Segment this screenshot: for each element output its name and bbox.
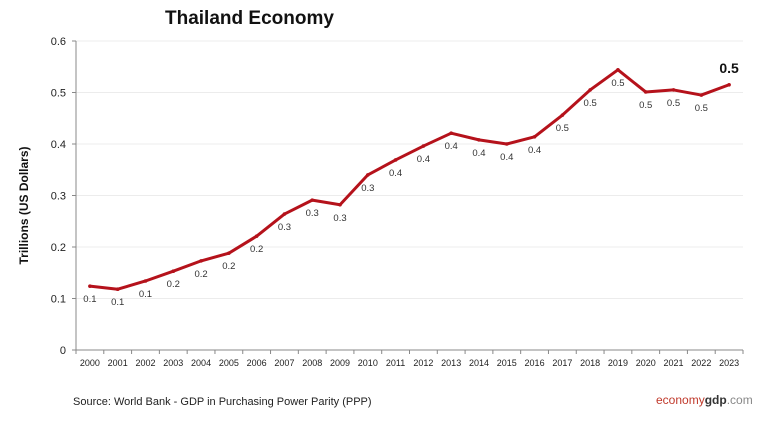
data-label: 0.1 [83,294,96,305]
data-point [532,134,537,139]
data-point [699,93,704,97]
source-note: Source: World Bank - GDP in Purchasing P… [73,396,372,408]
data-label: 0.2 [222,261,235,272]
data-label: 0.2 [194,269,207,280]
x-tick-label: 2020 [636,358,656,368]
x-tick-label: 2016 [525,358,545,368]
data-label: 0.4 [445,141,458,152]
x-tick-label: 2013 [441,358,461,368]
data-label: 0.5 [667,98,680,109]
x-tick-label: 2007 [274,358,294,368]
series-line [89,68,730,291]
chart-title: Thailand Economy [165,8,334,29]
data-label: 0.5 [556,123,569,134]
x-tick-label: 2001 [108,358,128,368]
data-point [88,284,92,288]
y-tick-label: 0.5 [51,88,66,100]
economygdp-logo: economygdp.com [656,393,753,407]
logo-text-economy: economy [656,393,705,407]
data-point [171,269,176,274]
data-label: 0.4 [500,152,513,163]
x-tick-label: 2004 [191,358,211,368]
y-tick-label: 0.2 [51,242,66,254]
data-label: 0.4 [417,154,430,165]
data-point [421,144,426,148]
x-tick-label: 2010 [358,358,378,368]
data-point [671,88,676,92]
data-point [115,287,120,292]
data-point [227,251,231,255]
data-label: 0.4 [528,145,541,156]
x-tick-label: 2015 [497,358,517,368]
data-label: 0.1 [111,297,124,308]
data-label: 0.5 [611,78,624,89]
y-tick-label: 0.1 [51,294,66,306]
data-point [588,88,592,92]
data-label: 0.5 [719,60,739,76]
x-tick-label: 2022 [691,358,711,368]
y-tick-label: 0 [60,345,66,357]
x-tick-label: 2000 [80,358,100,368]
data-point [282,212,287,216]
data-label: 0.3 [278,222,291,233]
y-tick-label: 0.4 [51,139,66,151]
data-label: 0.1 [139,289,152,300]
x-tick-label: 2014 [469,358,489,368]
x-tick-label: 2003 [163,358,183,368]
x-tick-label: 2012 [413,358,433,368]
x-tick-label: 2018 [580,358,600,368]
data-point [449,131,453,135]
data-point [560,113,565,117]
x-tick-label: 2008 [302,358,322,368]
data-point [199,259,203,263]
data-point [616,68,620,72]
data-point [477,138,481,142]
data-label: 0.3 [333,213,346,224]
data-point [310,198,315,202]
x-tick-label: 2006 [247,358,267,368]
data-label: 0.4 [472,148,485,159]
data-point [727,82,731,87]
data-label: 0.2 [250,244,263,255]
data-label: 0.4 [389,168,402,179]
x-tick-label: 2017 [552,358,572,368]
data-point [338,202,342,207]
data-point [504,142,509,146]
data-point [393,158,398,162]
x-tick-label: 2021 [664,358,684,368]
y-tick-label: 0.3 [51,191,66,203]
data-point [366,173,370,177]
x-tick-label: 2002 [135,358,155,368]
y-tick-label: 0.6 [51,36,66,48]
x-tick-label: 2011 [386,358,405,368]
x-tick-label: 2009 [330,358,350,368]
logo-text-com: .com [726,393,753,407]
data-label: 0.3 [361,183,374,194]
data-point [254,234,259,238]
data-label: 0.3 [306,208,319,219]
data-label: 0.5 [639,100,652,111]
data-label: 0.5 [695,103,708,114]
data-label: 0.5 [584,98,597,109]
data-point [143,279,148,283]
logo-text-gdp: gdp [704,393,727,407]
data-label: 0.2 [167,279,180,290]
x-tick-label: 2005 [219,358,239,368]
x-tick-label: 2019 [608,358,628,368]
y-axis-label: Trillions (US Dollars) [17,146,31,264]
data-point [643,90,648,94]
x-tick-label: 2023 [719,358,739,368]
